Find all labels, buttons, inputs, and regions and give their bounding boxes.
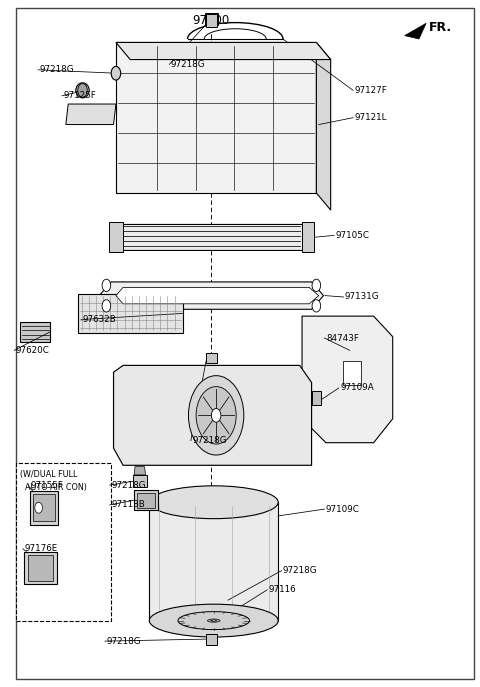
Polygon shape (99, 282, 324, 309)
Text: 97109A: 97109A (340, 383, 374, 392)
Ellipse shape (149, 486, 278, 519)
Text: 97632B: 97632B (83, 315, 116, 324)
Text: 97131G: 97131G (345, 293, 380, 302)
Text: 97113B: 97113B (111, 500, 145, 510)
Circle shape (102, 279, 111, 291)
Polygon shape (405, 23, 426, 39)
Bar (21, 322, 50, 342)
Text: 97105C: 97105C (336, 231, 370, 240)
Circle shape (78, 84, 87, 97)
Ellipse shape (211, 620, 216, 621)
Text: 97100: 97100 (193, 14, 230, 27)
Bar (205, 353, 217, 363)
Text: FR.: FR. (429, 21, 452, 34)
Text: 97620C: 97620C (16, 346, 49, 355)
Circle shape (312, 279, 321, 291)
Bar (137, 493, 155, 508)
Bar (33, 494, 55, 521)
Bar (24, 552, 57, 585)
Bar (30, 491, 58, 525)
Text: 97127F: 97127F (355, 86, 387, 95)
Circle shape (196, 387, 236, 444)
Text: (W/DUAL FULL
  AUTO AIR CON): (W/DUAL FULL AUTO AIR CON) (20, 470, 86, 492)
Circle shape (102, 300, 111, 312)
Polygon shape (116, 43, 331, 60)
Circle shape (111, 67, 120, 80)
Polygon shape (116, 43, 316, 193)
Bar (205, 14, 217, 27)
Circle shape (211, 409, 221, 423)
Text: 97218G: 97218G (192, 436, 227, 445)
Text: 97176E: 97176E (24, 544, 58, 553)
Bar (132, 475, 147, 487)
Text: 97218G: 97218G (107, 637, 141, 646)
Text: 97116: 97116 (269, 585, 296, 594)
Ellipse shape (178, 611, 250, 629)
Circle shape (312, 300, 321, 312)
Polygon shape (116, 287, 319, 304)
Bar (16, 463, 111, 620)
Polygon shape (134, 466, 145, 475)
Polygon shape (66, 104, 116, 124)
Text: 97218G: 97218G (111, 481, 145, 490)
Polygon shape (302, 316, 393, 442)
Bar (312, 392, 321, 405)
Ellipse shape (149, 604, 278, 637)
Polygon shape (149, 502, 278, 620)
Ellipse shape (76, 83, 89, 98)
Bar (134, 490, 158, 510)
Circle shape (189, 376, 244, 455)
Text: 97218G: 97218G (39, 65, 74, 74)
Polygon shape (114, 365, 312, 465)
Bar (343, 361, 361, 385)
Text: 97218G: 97218G (283, 566, 317, 575)
Circle shape (35, 502, 42, 513)
Text: 97218G: 97218G (171, 60, 205, 69)
Text: 97121L: 97121L (355, 113, 387, 122)
Bar (302, 223, 314, 253)
Bar (205, 13, 217, 25)
Text: 97109C: 97109C (326, 504, 360, 514)
Ellipse shape (207, 619, 220, 622)
Polygon shape (316, 43, 331, 210)
Bar (78, 293, 183, 333)
Bar (205, 634, 217, 644)
Bar (28, 555, 53, 581)
Text: 84743F: 84743F (326, 333, 359, 343)
Bar (109, 223, 123, 253)
Polygon shape (111, 225, 312, 251)
Text: 97125F: 97125F (63, 91, 96, 100)
Text: 97155F: 97155F (30, 482, 63, 491)
